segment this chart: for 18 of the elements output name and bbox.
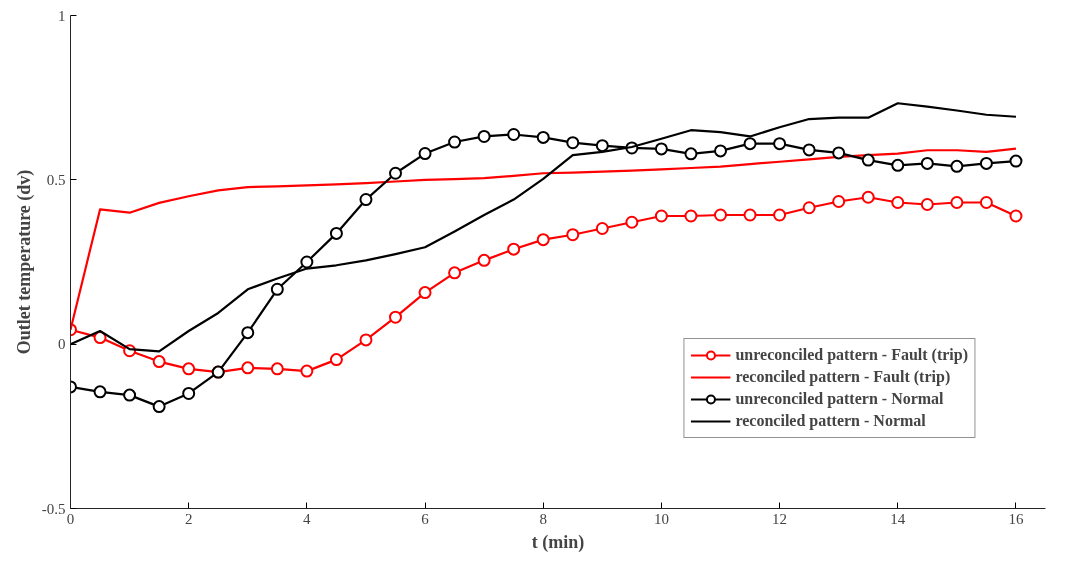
x-tick-label: 12 bbox=[772, 510, 788, 527]
y-tick-label: 1 bbox=[58, 7, 66, 24]
x-tick-label: 16 bbox=[1008, 510, 1024, 527]
x-tick-label: 8 bbox=[539, 510, 547, 527]
y-tick-label: 0.5 bbox=[46, 171, 66, 188]
y-axis-title: Outlet temperature (dv) bbox=[13, 169, 35, 355]
y-tick-label: -0.5 bbox=[41, 500, 66, 517]
x-tick-label: 4 bbox=[303, 510, 312, 527]
legend-label: reconciled pattern - Fault (trip) bbox=[735, 368, 951, 386]
x-tick-label: 10 bbox=[653, 510, 669, 527]
x-tick-label: 6 bbox=[421, 510, 430, 527]
legend-label: reconciled pattern - Normal bbox=[735, 412, 926, 430]
x-tick-label: 2 bbox=[184, 510, 193, 527]
y-tick-label: 0 bbox=[58, 336, 66, 353]
x-tick-label: 14 bbox=[890, 510, 906, 527]
legend-label: unreconciled pattern - Normal bbox=[735, 390, 944, 408]
x-axis-title: t (min) bbox=[531, 531, 585, 553]
legend-label: unreconciled pattern - Fault (trip) bbox=[735, 346, 968, 364]
